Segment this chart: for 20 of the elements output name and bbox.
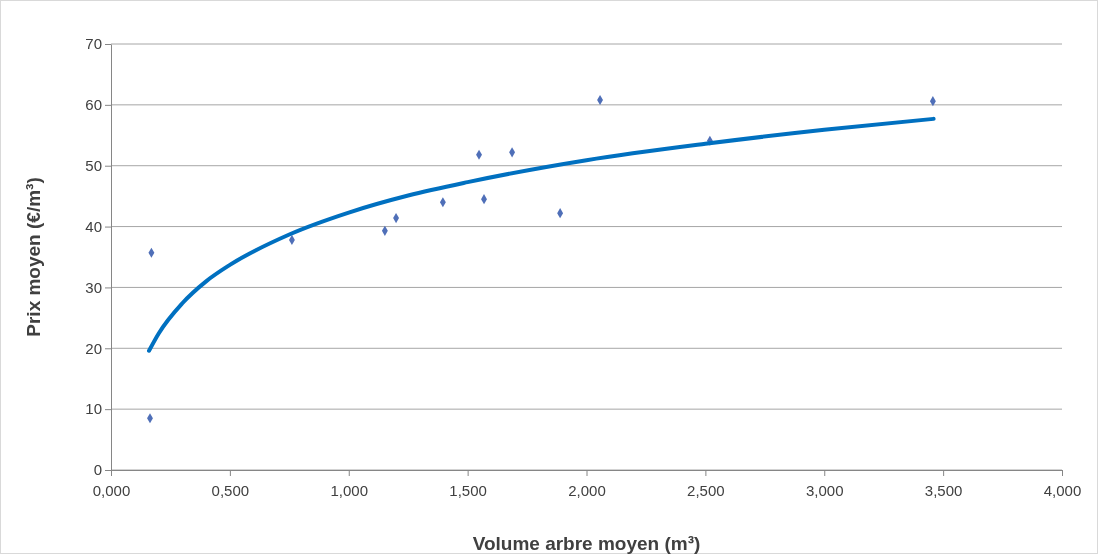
x-tick-label: 1,000 [330,481,369,499]
x-tick-label: 3,500 [924,481,963,499]
y-tick-label: 30 [85,278,102,296]
x-tick-label: 0,000 [92,481,131,499]
y-axis-title: Prix moyen (€/m³) [23,177,44,337]
x-tick-label: 1,500 [449,481,487,499]
x-axis-title: Volume arbre moyen (m³) [472,533,701,554]
y-tick-label: 40 [85,217,102,235]
x-tick-label: 4,000 [1043,481,1082,499]
x-tick-label: 3,000 [805,481,844,499]
y-tick-label: 20 [85,339,102,357]
x-tick-label: 2,500 [687,481,725,499]
y-tick-label: 0 [93,461,102,479]
y-tick-label: 70 [85,35,102,53]
y-tick-label: 60 [85,96,102,114]
y-tick-label: 10 [85,400,102,418]
x-tick-label: 2,000 [568,481,606,499]
y-tick-label: 50 [85,157,102,175]
x-tick-label: 0,500 [211,481,250,499]
line-series [147,116,936,353]
